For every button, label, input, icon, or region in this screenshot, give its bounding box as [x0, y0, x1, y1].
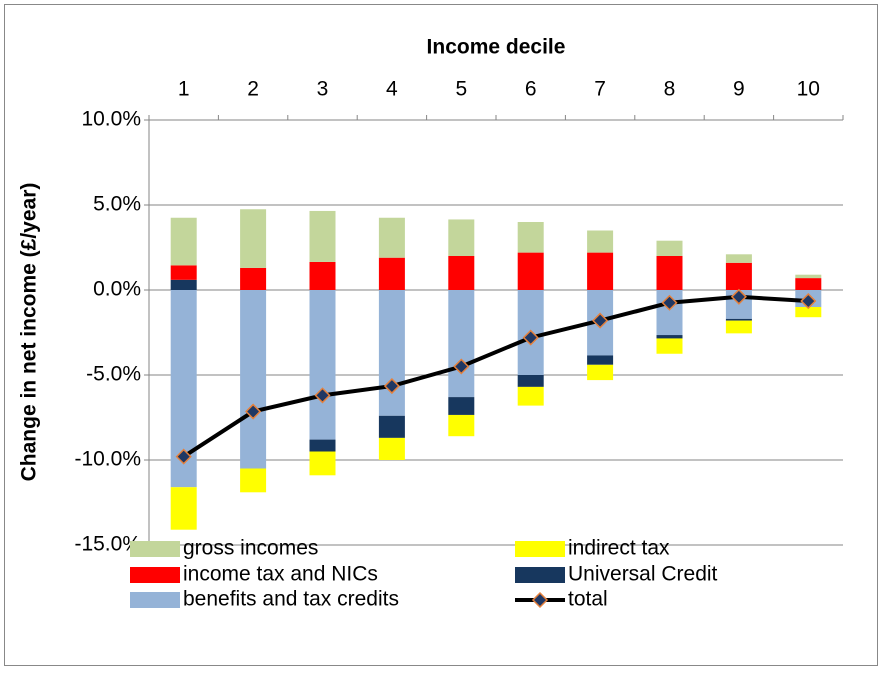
x-tick-label: 8	[664, 78, 676, 101]
total-marker	[800, 292, 817, 310]
total-marker	[314, 387, 331, 404]
bar-segment	[378, 415, 405, 438]
bar-segment	[309, 439, 336, 452]
bar-segment	[795, 278, 822, 290]
total-line	[182, 294, 809, 459]
bar-segment	[656, 256, 683, 290]
bar-segment	[448, 414, 475, 437]
legend-swatch	[130, 592, 180, 608]
bar-segment	[448, 397, 475, 415]
bar-segment	[240, 290, 267, 469]
bar-segment	[240, 468, 267, 493]
x-tick-label: 10	[797, 78, 820, 101]
y-tick-label: 0.0%	[93, 278, 141, 301]
total-marker	[245, 403, 262, 420]
total-marker	[453, 358, 470, 375]
legend-marker	[531, 591, 549, 609]
total-marker	[661, 294, 678, 311]
bar-segment	[378, 257, 405, 290]
total-marker	[175, 448, 192, 465]
bar-segment	[378, 290, 405, 416]
bar-segment	[725, 318, 752, 321]
bar-segment	[795, 274, 822, 279]
bar-segment	[309, 261, 336, 290]
legend-swatch	[515, 567, 565, 583]
x-tick-label: 3	[317, 78, 329, 101]
bar-segment	[240, 267, 267, 290]
bar-segment	[448, 256, 475, 290]
legend-label: Universal Credit	[568, 563, 718, 586]
bar-segment	[656, 240, 683, 256]
x-axis-title: Income decile	[427, 36, 566, 59]
legend-swatch	[130, 567, 180, 583]
y-axis-title: Change in net income (£/year)	[18, 183, 41, 482]
legend-label: total	[568, 588, 608, 611]
x-tick-label: 6	[525, 78, 537, 101]
bar-segment	[656, 338, 683, 354]
bar-segment	[795, 307, 822, 318]
x-tick-label: 1	[178, 78, 190, 101]
bar-segment	[448, 219, 475, 256]
x-tick-label: 9	[733, 78, 745, 101]
bar-segment	[725, 254, 752, 263]
bar-segment	[240, 209, 267, 268]
bar-segment	[170, 265, 197, 280]
x-tick-label: 7	[594, 78, 606, 101]
bar-segment	[517, 386, 544, 406]
bar-segment	[656, 335, 683, 339]
bar-segment	[170, 487, 197, 530]
bar-segment	[448, 290, 475, 398]
legend-swatch	[130, 541, 180, 557]
y-tick-label: 5.0%	[93, 193, 141, 216]
total-marker	[522, 329, 539, 346]
y-tick-label: 10.0%	[81, 108, 141, 131]
bar-segment	[587, 230, 614, 253]
y-tick-label: -10.0%	[74, 448, 141, 471]
legend-label: indirect tax	[568, 537, 670, 560]
bar-segment	[378, 217, 405, 258]
legend-swatch	[515, 541, 565, 557]
bar-segment	[587, 364, 614, 381]
bar-segment	[517, 222, 544, 253]
total-marker	[383, 377, 400, 395]
bar-segment	[587, 355, 614, 365]
legend-label: benefits and tax credits	[183, 588, 399, 611]
legend-label: income tax and NICs	[183, 563, 378, 586]
legend-label: gross incomes	[183, 537, 318, 560]
chart-frame	[4, 4, 878, 666]
bar-segment	[309, 451, 336, 476]
bar-segment	[725, 320, 752, 334]
y-tick-label: -15.0%	[74, 533, 141, 556]
bar-segment	[309, 290, 336, 440]
x-tick-label: 2	[247, 78, 259, 101]
bar-segment	[170, 279, 197, 290]
x-tick-label: 5	[455, 78, 467, 101]
bar-segment	[517, 252, 544, 290]
y-tick-label: -5.0%	[86, 363, 141, 386]
bar-segment	[725, 262, 752, 290]
total-marker	[592, 312, 609, 329]
bar-segment	[378, 437, 405, 460]
x-tick-label: 4	[386, 78, 398, 101]
bar-segment	[170, 217, 197, 266]
bar-segment	[309, 210, 336, 262]
bar-segment	[587, 252, 614, 290]
total-marker	[730, 288, 747, 305]
bar-segment	[517, 375, 544, 387]
